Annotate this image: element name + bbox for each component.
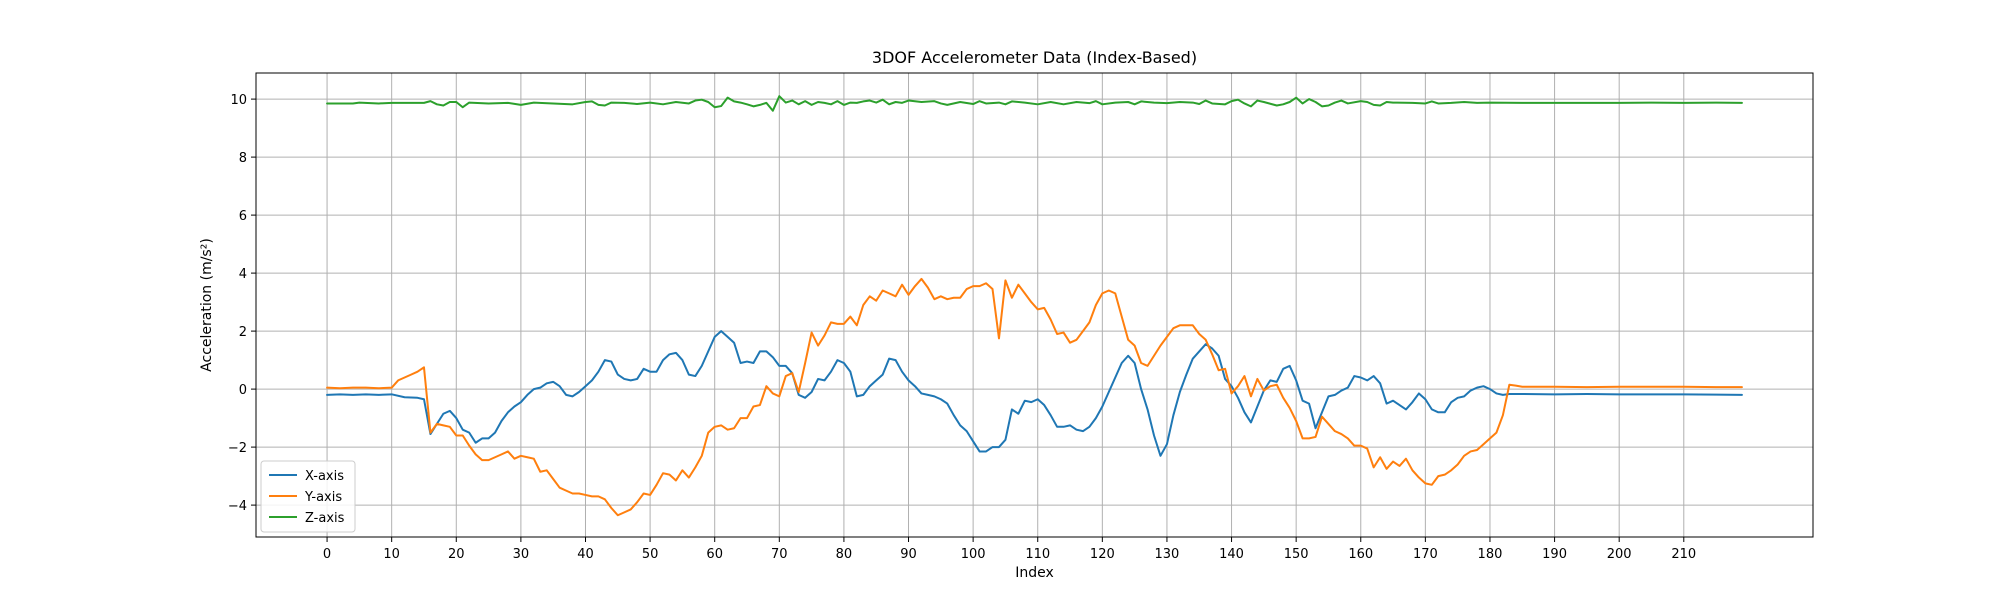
x-tick-label: 140 <box>1219 547 1244 562</box>
x-tick-label: 50 <box>642 547 659 562</box>
x-tick-label: 130 <box>1155 547 1180 562</box>
y-tick-label: 6 <box>239 209 247 224</box>
x-tick-label: 60 <box>706 547 723 562</box>
x-tick-label: 190 <box>1542 547 1567 562</box>
x-tick-label: 150 <box>1284 547 1309 562</box>
x-tick-label: 40 <box>577 547 594 562</box>
x-tick-label: 70 <box>771 547 788 562</box>
legend-label: Z-axis <box>305 511 345 526</box>
series-line-z-axis <box>326 95 1743 112</box>
x-tick-label: 160 <box>1348 547 1373 562</box>
legend-label: Y-axis <box>304 490 342 505</box>
x-tick-label: 120 <box>1090 547 1115 562</box>
x-tick-label: 180 <box>1478 547 1503 562</box>
series-line-x-axis <box>326 330 1743 457</box>
x-tick-label: 210 <box>1671 547 1696 562</box>
y-tick-label: 0 <box>239 383 247 398</box>
grid <box>256 73 1813 537</box>
legend-box <box>260 460 356 533</box>
y-axis-ticks: −4 −2 0 2 4 6 8 10 <box>228 93 256 514</box>
legend: X-axis Y-axis Z-axis <box>260 460 356 533</box>
y-tick-label: 8 <box>239 151 247 166</box>
x-tick-label: 20 <box>448 547 465 562</box>
x-tick-label: 100 <box>961 547 986 562</box>
series-line-y-axis <box>326 277 1743 517</box>
y-tick-label: −4 <box>228 499 247 514</box>
y-tick-label: 10 <box>230 93 247 108</box>
x-tick-label: 10 <box>383 547 400 562</box>
x-tick-label: 30 <box>513 547 530 562</box>
legend-label: X-axis <box>305 469 344 484</box>
x-axis-title: Index <box>1015 565 1054 581</box>
y-tick-label: −2 <box>228 441 247 456</box>
x-tick-label: 170 <box>1413 547 1438 562</box>
series-lines <box>326 95 1743 517</box>
y-tick-label: 2 <box>239 325 247 340</box>
x-tick-label: 200 <box>1607 547 1632 562</box>
chart-title: 3DOF Accelerometer Data (Index-Based) <box>872 48 1197 67</box>
x-tick-label: 80 <box>836 547 853 562</box>
plot-frame <box>255 72 1814 538</box>
x-tick-label: 0 <box>323 547 331 562</box>
y-tick-label: 4 <box>239 267 247 282</box>
x-tick-label: 90 <box>900 547 917 562</box>
x-tick-label: 110 <box>1025 547 1050 562</box>
x-axis-ticks: 0 10 20 30 40 50 60 70 80 90 100 110 120 130 140 150 160… <box>323 537 1696 562</box>
y-axis-title: Acceleration (m/s²) <box>199 238 215 372</box>
